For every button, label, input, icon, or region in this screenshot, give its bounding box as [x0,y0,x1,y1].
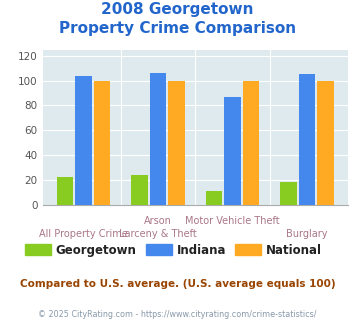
Bar [243,81,259,205]
Bar [299,74,315,205]
Bar [131,175,148,205]
Bar [168,81,185,205]
Text: © 2025 CityRating.com - https://www.cityrating.com/crime-statistics/: © 2025 CityRating.com - https://www.city… [38,310,317,319]
Text: Burglary: Burglary [286,229,328,239]
Bar [75,76,92,205]
Text: Compared to U.S. average. (U.S. average equals 100): Compared to U.S. average. (U.S. average … [20,279,335,289]
Text: Larceny & Theft: Larceny & Theft [119,229,197,239]
Bar [206,191,222,205]
Text: 2008 Georgetown: 2008 Georgetown [101,2,254,16]
Bar [57,177,73,205]
Bar [224,97,241,205]
Text: Motor Vehicle Theft: Motor Vehicle Theft [185,216,280,226]
Bar [280,182,296,205]
Text: Property Crime Comparison: Property Crime Comparison [59,21,296,36]
Bar [150,73,166,205]
Bar [317,81,334,205]
Legend: Georgetown, Indiana, National: Georgetown, Indiana, National [20,239,327,261]
Bar [94,81,110,205]
Text: Arson: Arson [144,216,172,226]
Text: All Property Crime: All Property Crime [39,229,128,239]
